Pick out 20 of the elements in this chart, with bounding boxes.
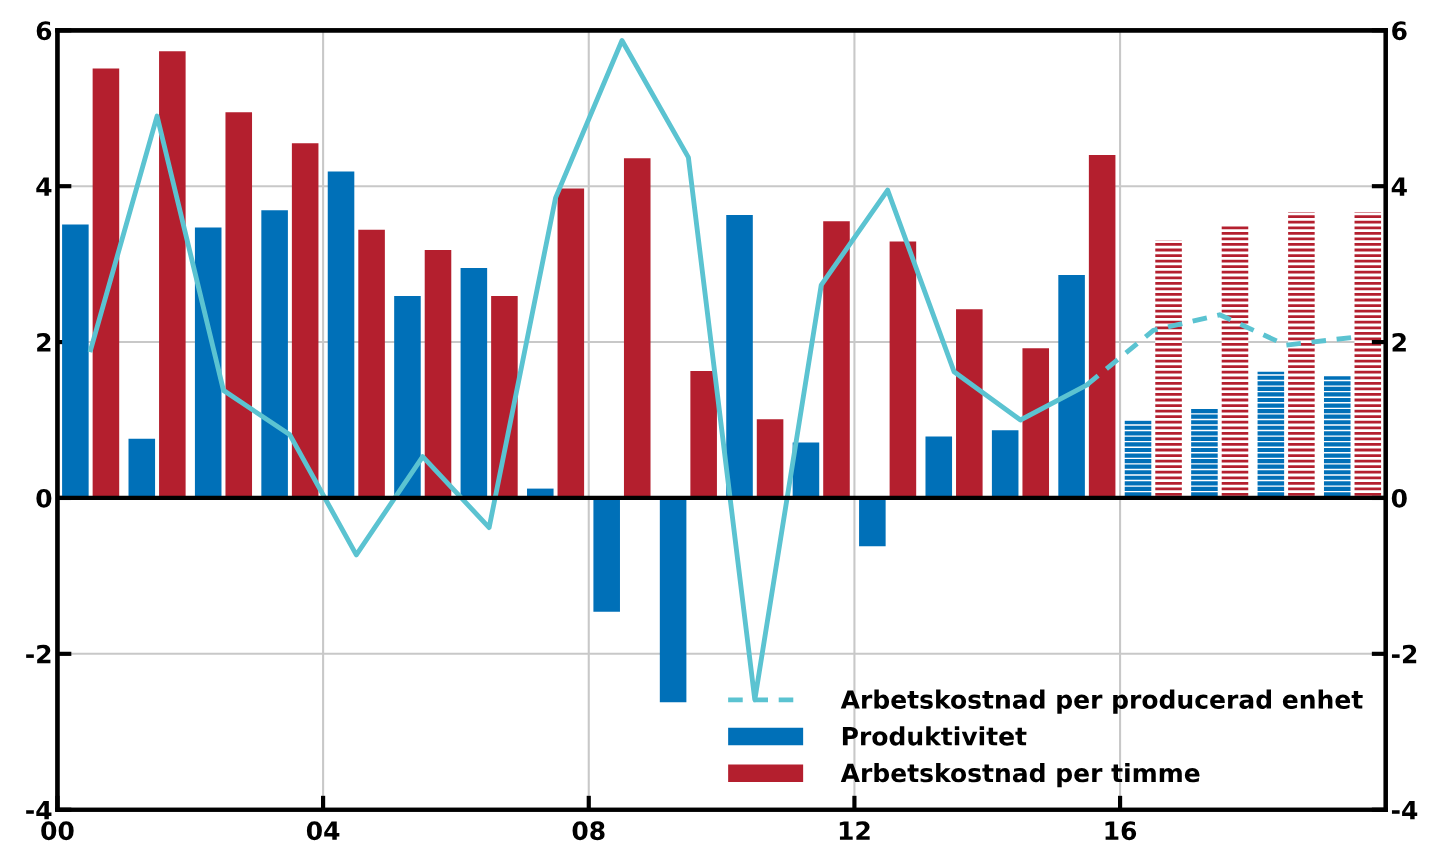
y-tick-label: 6 <box>36 21 52 41</box>
x-tick-label: 00 <box>41 821 74 841</box>
y2-tick-label: -2 <box>1391 644 1417 664</box>
x-tick-label: 08 <box>572 821 605 841</box>
y2-tick-label: 0 <box>1391 488 1407 508</box>
x-tick-label: 12 <box>839 821 870 840</box>
y-tick-label: -2 <box>26 644 51 664</box>
y-tick-label: -4 <box>26 800 52 820</box>
x-tick-label: 04 <box>306 821 340 841</box>
y2-tick-label: 2 <box>1392 333 1406 352</box>
y2-tick-label: -4 <box>1391 800 1418 820</box>
y-tick-label: 0 <box>36 488 52 508</box>
legend-label: Arbetskostnad per producerad enhet <box>840 689 1363 714</box>
y2-tick-label: 4 <box>1391 177 1407 196</box>
y-tick-label: 4 <box>36 177 52 196</box>
y2-tick-label: 6 <box>1392 21 1407 41</box>
legend-label: Arbetskostnad per timme <box>840 763 1200 788</box>
legend-label: Produktivitet <box>842 726 1027 746</box>
y-tick-label: 2 <box>37 333 51 352</box>
x-tick-label: 16 <box>1105 821 1137 841</box>
